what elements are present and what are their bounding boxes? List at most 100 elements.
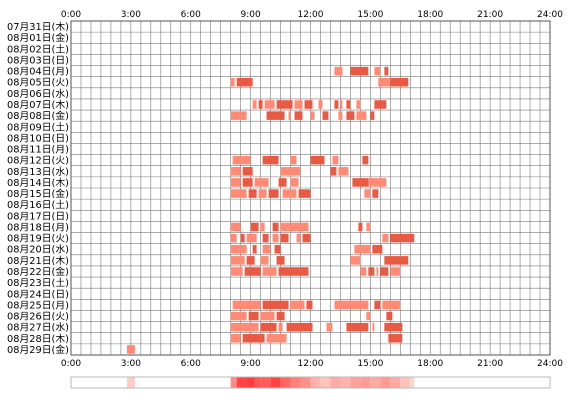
- day-label: 08月08日(金): [7, 110, 69, 122]
- activity-segment: [374, 100, 387, 109]
- summary-band: [340, 377, 351, 388]
- activity-segment: [382, 233, 389, 243]
- summary-band: [246, 377, 255, 388]
- activity-segment: [368, 267, 375, 276]
- day-labels: 07月31日(木)08月01日(金)08月02日(土)08月03日(日)08月0…: [7, 21, 69, 356]
- activity-segment: [356, 111, 367, 120]
- day-label: 08月23日(土): [7, 277, 69, 289]
- summary-band: [370, 377, 381, 388]
- day-label: 08月26日(火): [7, 312, 69, 323]
- tick-label-bottom: 3:00: [121, 359, 141, 369]
- activity-segment: [230, 178, 241, 187]
- activity-segment: [302, 233, 311, 243]
- activity-segment: [374, 300, 381, 310]
- summary-band: [360, 377, 371, 388]
- activity-segment: [262, 300, 289, 310]
- day-label: 08月18日(月): [7, 222, 69, 233]
- activity-segment: [260, 311, 275, 321]
- activity-segment: [298, 189, 311, 198]
- day-label: 08月13日(水): [7, 166, 69, 178]
- activity-segment: [280, 167, 301, 176]
- tick-label-top: 9:00: [241, 10, 261, 20]
- activity-segment: [296, 233, 301, 243]
- activity-segment: [272, 233, 279, 243]
- day-label: 08月01日(金): [7, 32, 69, 44]
- summary-band: [390, 377, 401, 388]
- activity-segment: [242, 334, 265, 343]
- summary-band: [300, 377, 311, 388]
- day-label: 07月31日(木): [7, 21, 69, 33]
- activity-segment: [318, 100, 323, 109]
- activity-segment: [380, 267, 389, 276]
- activity-segment: [260, 322, 277, 332]
- activity-segment: [262, 244, 271, 254]
- activity-segment: [334, 66, 343, 76]
- activity-segment: [322, 111, 329, 120]
- activity-segment: [288, 111, 291, 120]
- summary-band: [236, 377, 247, 388]
- summary-band: [310, 377, 321, 388]
- activity-segment: [232, 300, 261, 310]
- activity-segment: [262, 233, 269, 243]
- summary-band: [330, 377, 341, 388]
- day-label: 08月28日(木): [7, 333, 69, 345]
- tick-label-bottom: 21:00: [477, 359, 503, 369]
- summary-band: [350, 377, 361, 388]
- summary-band: [254, 377, 261, 388]
- activity-segment: [230, 322, 259, 332]
- activity-segment: [278, 178, 287, 187]
- activity-segment: [250, 222, 259, 232]
- activity-segment: [242, 167, 253, 176]
- tick-label-top: 6:00: [181, 10, 201, 20]
- activity-segment: [386, 311, 393, 321]
- tick-label-top: 24:00: [537, 10, 563, 20]
- activity-segment: [366, 222, 371, 232]
- activity-segment: [276, 311, 285, 321]
- day-label: 08月21日(木): [7, 255, 69, 267]
- activity-segment: [272, 222, 279, 232]
- activity-segment: [258, 100, 263, 109]
- activity-segment: [258, 189, 267, 198]
- activity-segment: [384, 322, 403, 332]
- activity-segment: [390, 77, 409, 87]
- activity-segment: [290, 155, 297, 165]
- activity-segment: [262, 155, 279, 165]
- activity-segment: [352, 178, 369, 187]
- summary-band: [230, 377, 237, 388]
- activity-segment: [244, 267, 261, 276]
- day-label: 08月09日(土): [7, 121, 69, 133]
- activity-segment: [268, 189, 279, 198]
- activity-segment: [362, 155, 369, 165]
- day-label: 08月24日(日): [7, 289, 69, 300]
- activity-segment: [232, 155, 251, 165]
- activity-segment: [372, 189, 379, 198]
- activity-segment: [230, 222, 241, 232]
- activity-segment: [366, 311, 371, 321]
- activity-segment: [246, 233, 257, 243]
- activity-segment: [290, 178, 299, 187]
- activity-segment: [290, 300, 305, 310]
- activity-segment: [230, 267, 243, 276]
- activity-segment: [360, 267, 367, 276]
- top-axis-ticks: 0:00 3:00 6:00 9:00 12:00 15:00 18:00 21:00 24:0…: [61, 10, 563, 20]
- activity-segment: [254, 178, 269, 187]
- activity-segment: [246, 256, 255, 265]
- day-label: 08月12日(火): [7, 156, 69, 167]
- summary-band: [410, 377, 415, 388]
- day-label: 08月06日(水): [7, 88, 69, 100]
- summary-band: [270, 377, 281, 388]
- day-label: 08月04日(月): [7, 67, 69, 78]
- activity-segment: [260, 222, 265, 232]
- activity-segment: [390, 233, 415, 243]
- activity-segment: [382, 300, 401, 310]
- tick-label-top: 0:00: [61, 10, 81, 20]
- day-label: 08月07日(木): [7, 99, 69, 111]
- activity-segment: [274, 244, 281, 254]
- activity-segment: [230, 233, 237, 243]
- activity-segment: [370, 111, 375, 120]
- activity-segment: [276, 256, 285, 265]
- activity-segments: [126, 66, 415, 354]
- activity-segment: [286, 322, 313, 332]
- summary-band: [126, 377, 135, 388]
